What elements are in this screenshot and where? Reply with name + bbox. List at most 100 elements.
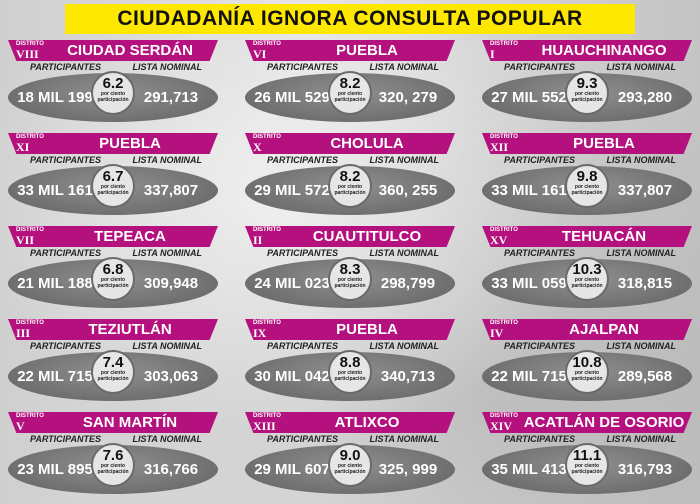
participation-caption: participación <box>571 469 603 475</box>
participation-circle: 9.3 por ciento participación <box>565 71 609 115</box>
nominal-list-value: 291,713 <box>143 89 199 106</box>
nominal-list-value: 320, 279 <box>378 89 438 106</box>
participants-value: 30 MIL 042 <box>254 368 330 385</box>
page-title: CIUDADANÍA IGNORA CONSULTA POPULAR <box>117 7 583 30</box>
district-number: VII <box>16 233 35 247</box>
participation-circle: 8.2 por ciento participación <box>328 164 372 208</box>
district-number: VIII <box>16 47 39 61</box>
district-header <box>245 133 455 154</box>
percent-caption: por ciento <box>337 277 363 283</box>
participation-caption: participación <box>334 376 366 382</box>
district-name: CUAUTITULCO <box>312 228 422 245</box>
participants-value: 24 MIL 023 <box>254 275 330 292</box>
participation-caption: participación <box>97 190 129 196</box>
participation-circle: 8.2 por ciento participación <box>328 71 372 115</box>
district-label: DISTRITO <box>253 134 281 140</box>
participation-percent: 8.2 <box>339 75 361 92</box>
district-header <box>245 319 455 340</box>
participation-percent: 7.4 <box>102 354 124 371</box>
participants-value: 29 MIL 572 <box>254 182 330 199</box>
district-label: DISTRITO <box>490 227 518 233</box>
participants-label: PARTICIPANTES <box>267 62 339 72</box>
percent-caption: por ciento <box>100 370 126 376</box>
district-header <box>482 226 692 247</box>
participants-label: PARTICIPANTES <box>267 248 339 258</box>
district-number: IX <box>253 326 267 340</box>
district-card: DISTRITO IV AJALPAN PARTICIPANTES LISTA … <box>482 319 692 403</box>
participation-caption: participación <box>571 97 603 103</box>
district-header <box>245 40 455 61</box>
district-card: DISTRITO XV TEHUACÁN PARTICIPANTES LISTA… <box>482 226 692 310</box>
district-header <box>482 133 692 154</box>
percent-caption: por ciento <box>337 370 363 376</box>
district-header <box>8 226 218 247</box>
participation-caption: participación <box>334 283 366 289</box>
district-number: IV <box>490 326 504 340</box>
participation-caption: participación <box>571 190 603 196</box>
participants-label: PARTICIPANTES <box>504 434 576 444</box>
nominal-list-label: LISTA NOMINAL <box>369 248 440 258</box>
district-label: DISTRITO <box>253 41 281 47</box>
participation-caption: participación <box>571 376 603 382</box>
district-name: PUEBLA <box>336 42 398 59</box>
district-name: HUAUCHINANGO <box>541 42 667 59</box>
district-card: DISTRITO VII TEPEACA PARTICIPANTES LISTA… <box>8 226 218 310</box>
district-card: DISTRITO II CUAUTITULCO PARTICIPANTES LI… <box>245 226 455 310</box>
nominal-list-value: 316,793 <box>617 461 673 478</box>
nominal-list-value: 293,280 <box>617 89 673 106</box>
percent-caption: por ciento <box>337 91 363 97</box>
district-card: DISTRITO IX PUEBLA PARTICIPANTES LISTA N… <box>245 319 455 403</box>
district-header <box>245 226 455 247</box>
nominal-list-value: 340,713 <box>380 368 436 385</box>
district-name: PUEBLA <box>99 135 161 152</box>
participation-percent: 6.7 <box>102 168 124 185</box>
title-banner: CIUDADANÍA IGNORA CONSULTA POPULAR <box>65 4 635 34</box>
district-name: PUEBLA <box>336 321 398 338</box>
district-label: DISTRITO <box>16 134 44 140</box>
participants-value: 33 MIL 161 <box>17 182 93 199</box>
district-name: TEPEACA <box>94 228 166 245</box>
participation-percent: 11.1 <box>572 447 602 464</box>
participation-caption: participación <box>334 469 366 475</box>
participation-circle: 8.8 por ciento participación <box>328 350 372 394</box>
nominal-list-label: LISTA NOMINAL <box>606 341 677 351</box>
district-label: DISTRITO <box>253 227 281 233</box>
participants-value: 26 MIL 529 <box>254 89 330 106</box>
district-number: XV <box>490 233 508 247</box>
participation-caption: participación <box>97 97 129 103</box>
district-label: DISTRITO <box>16 413 44 419</box>
participants-value: 22 MIL 715 <box>17 368 93 385</box>
nominal-list-value: 303,063 <box>143 368 199 385</box>
district-name: SAN MARTÍN <box>82 414 178 431</box>
district-label: DISTRITO <box>253 320 281 326</box>
participation-circle: 7.6 por ciento participación <box>91 443 135 487</box>
nominal-list-value: 325, 999 <box>378 461 438 478</box>
district-name: CIUDAD SERDÁN <box>67 42 193 59</box>
nominal-list-label: LISTA NOMINAL <box>606 155 677 165</box>
participants-label: PARTICIPANTES <box>504 248 576 258</box>
participation-caption: participación <box>97 469 129 475</box>
participation-caption: participación <box>97 283 129 289</box>
participants-value: 33 MIL 059 <box>491 275 567 292</box>
district-header <box>8 133 218 154</box>
participation-percent: 8.2 <box>339 168 361 185</box>
participation-percent: 6.2 <box>102 75 124 92</box>
district-card: DISTRITO XIV ACATLÁN DE OSORIO PARTICIPA… <box>482 412 692 496</box>
district-card: DISTRITO V SAN MARTÍN PARTICIPANTES LIST… <box>8 412 218 496</box>
participation-percent: 8.3 <box>339 261 361 278</box>
district-name: PUEBLA <box>573 135 635 152</box>
participation-circle: 9.0 por ciento participación <box>328 443 372 487</box>
percent-caption: por ciento <box>574 463 600 469</box>
nominal-list-label: LISTA NOMINAL <box>606 434 677 444</box>
district-name: CHOLULA <box>330 135 404 152</box>
district-name: TEZIUTLÁN <box>88 321 172 338</box>
participation-circle: 6.7 por ciento participación <box>91 164 135 208</box>
district-label: DISTRITO <box>253 413 281 419</box>
district-number: XI <box>16 140 30 154</box>
nominal-list-label: LISTA NOMINAL <box>369 341 440 351</box>
district-card: DISTRITO III TEZIUTLÁN PARTICIPANTES LIS… <box>8 319 218 403</box>
percent-caption: por ciento <box>100 184 126 190</box>
nominal-list-label: LISTA NOMINAL <box>369 62 440 72</box>
district-name: AJALPAN <box>569 321 639 338</box>
nominal-list-label: LISTA NOMINAL <box>369 434 440 444</box>
